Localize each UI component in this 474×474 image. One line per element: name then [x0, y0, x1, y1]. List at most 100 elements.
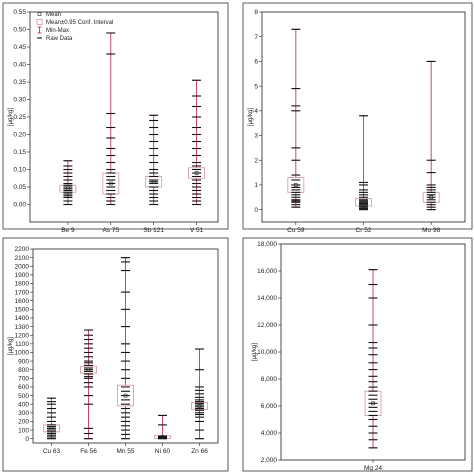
y-tick-label: 16,000 — [257, 268, 277, 275]
x-tick-label: As 75 — [102, 227, 119, 234]
y-tick-label: 1600 — [15, 298, 30, 305]
y-tick-label: 1000 — [15, 350, 30, 357]
y-tick-label: 14,000 — [257, 295, 277, 302]
legend-item-4: Raw Data — [46, 36, 73, 42]
mean-marker — [49, 426, 54, 431]
x-tick-label: Cu 63 — [43, 448, 61, 455]
box-v-51: V 51 — [188, 79, 206, 234]
y-tick-label: 300 — [18, 410, 29, 417]
mean-marker — [429, 195, 433, 200]
box-cu-59: Cu 59 — [287, 28, 305, 234]
mean-marker — [160, 435, 165, 439]
y-tick-label: 4 — [254, 108, 258, 115]
y-tick-label: 0 — [25, 436, 29, 443]
y-tick-label: 700 — [18, 376, 29, 383]
x-tick-label: V 51 — [190, 227, 204, 234]
x-tick-label: Mg 24 — [364, 465, 382, 472]
y-tick-label: 200 — [18, 419, 29, 426]
y-tick-label: 1300 — [15, 324, 30, 331]
y-tick-label: 1500 — [15, 307, 30, 314]
mean-marker — [86, 367, 91, 372]
y-tick-label: 600 — [18, 384, 29, 391]
legend-mean-icon — [37, 12, 42, 16]
y-tick-label: 6,000 — [261, 403, 278, 410]
y-tick-label: 2,000 — [261, 457, 278, 464]
mean-marker — [194, 171, 199, 175]
y-tick-label: 500 — [18, 393, 29, 400]
x-tick-label: Cr 52 — [356, 227, 372, 234]
y-tick-label: 100 — [18, 427, 29, 434]
y-tick-label: 10,000 — [257, 349, 277, 356]
legend: Mean Mean±0.95 Conf. Interval Min-Max Raw D… — [36, 12, 113, 42]
x-tick-label: Mn 55 — [116, 448, 134, 455]
mean-marker — [151, 179, 156, 184]
y-tick-label: 2000 — [15, 263, 30, 270]
y-tick-label: 400 — [18, 401, 29, 408]
y-tick-label: 0.50 — [13, 27, 26, 34]
box-zn-66: Zn 66 — [191, 348, 208, 455]
x-tick-label: Ni 60 — [155, 448, 171, 455]
legend-item-3: Min-Max — [46, 28, 69, 34]
y-tick-label: 0.45 — [13, 44, 26, 51]
y-tick-label: 4,000 — [261, 430, 278, 437]
y-tick-label: 7 — [254, 34, 258, 41]
y-tick-label: 0.40 — [13, 62, 26, 69]
mean-marker — [108, 181, 113, 186]
chart-panel-4: 2,000 4,000 6,000 8,000 10,000 12,000 14,000 16… — [242, 237, 473, 472]
box-mn-55: Mn 55 — [116, 257, 135, 455]
y-tick-label: 1800 — [15, 281, 30, 288]
chart-panel-1: 0.00 0.05 0.10 0.15 0.20 0.25 0.30 0.35 0.40 0.45… — [2, 2, 229, 234]
confidence-interval-box — [191, 402, 208, 410]
mean-marker — [123, 393, 128, 398]
y-tick-label: 800 — [18, 367, 29, 374]
y-tick-label: 0 — [254, 207, 258, 214]
y-tick-label: 1400 — [15, 315, 30, 322]
chart-panel-2: 0 1 2 3 4 5 6 7 8 [µg/kg] Cu 59 Cr 52 Mo 98 — [242, 2, 473, 234]
y-tick-label: 0.25 — [13, 114, 26, 121]
x-tick-label: Cu 59 — [287, 227, 305, 234]
y-tick-label: 0.00 — [13, 202, 26, 209]
y-tick-label: 8 — [254, 9, 258, 16]
box-cu-63: Cu 63 — [43, 397, 61, 455]
box-mo-98: Mo 98 — [422, 60, 441, 234]
box-sb-121: Sb 121 — [143, 114, 164, 234]
legend-ci-icon — [36, 19, 43, 25]
box-fe-56: Fe 56 — [80, 329, 97, 455]
y-tick-label: 2200 — [15, 246, 30, 253]
box-ni-60: Ni 60 — [154, 414, 171, 455]
y-tick-label: 18,000 — [257, 241, 277, 248]
mean-marker — [371, 401, 375, 406]
x-tick-label: Sb 121 — [143, 227, 164, 234]
x-tick-label: Zn 66 — [191, 448, 208, 455]
panel-frame — [2, 2, 229, 230]
y-tick-label: 6 — [254, 59, 258, 66]
x-tick-label: Be 9 — [61, 227, 75, 234]
mean-marker — [361, 200, 366, 205]
y-axis-label: [µg/kg] — [8, 337, 14, 355]
box-mg-24: Mg 24 — [364, 269, 382, 472]
y-tick-label: 5 — [254, 83, 258, 90]
y-tick-label: 1 — [254, 182, 258, 189]
y-tick-label: 1200 — [15, 332, 30, 339]
y-tick-label: 12,000 — [257, 322, 277, 329]
y-tick-label: 0.20 — [13, 132, 26, 139]
box-cr-52: Cr 52 — [355, 115, 372, 234]
y-axis-label: [µg/kg] — [252, 343, 258, 361]
y-tick-label: 900 — [18, 358, 29, 365]
mean-marker — [294, 183, 298, 187]
x-tick-label: Fe 56 — [80, 448, 97, 455]
y-axis-label: [µg/kg] — [8, 108, 14, 126]
panel-frame — [2, 237, 229, 472]
mean-marker — [66, 186, 70, 191]
y-tick-label: 1900 — [15, 272, 30, 279]
y-tick-label: 0.15 — [13, 149, 26, 156]
box-be-9: Be 9 — [59, 160, 77, 234]
y-tick-label: 0.10 — [13, 167, 26, 174]
panel-frame — [242, 2, 473, 230]
mean-marker — [197, 404, 202, 408]
x-tick-label: Mo 98 — [422, 227, 440, 234]
legend-item-1: Mean — [46, 12, 61, 18]
